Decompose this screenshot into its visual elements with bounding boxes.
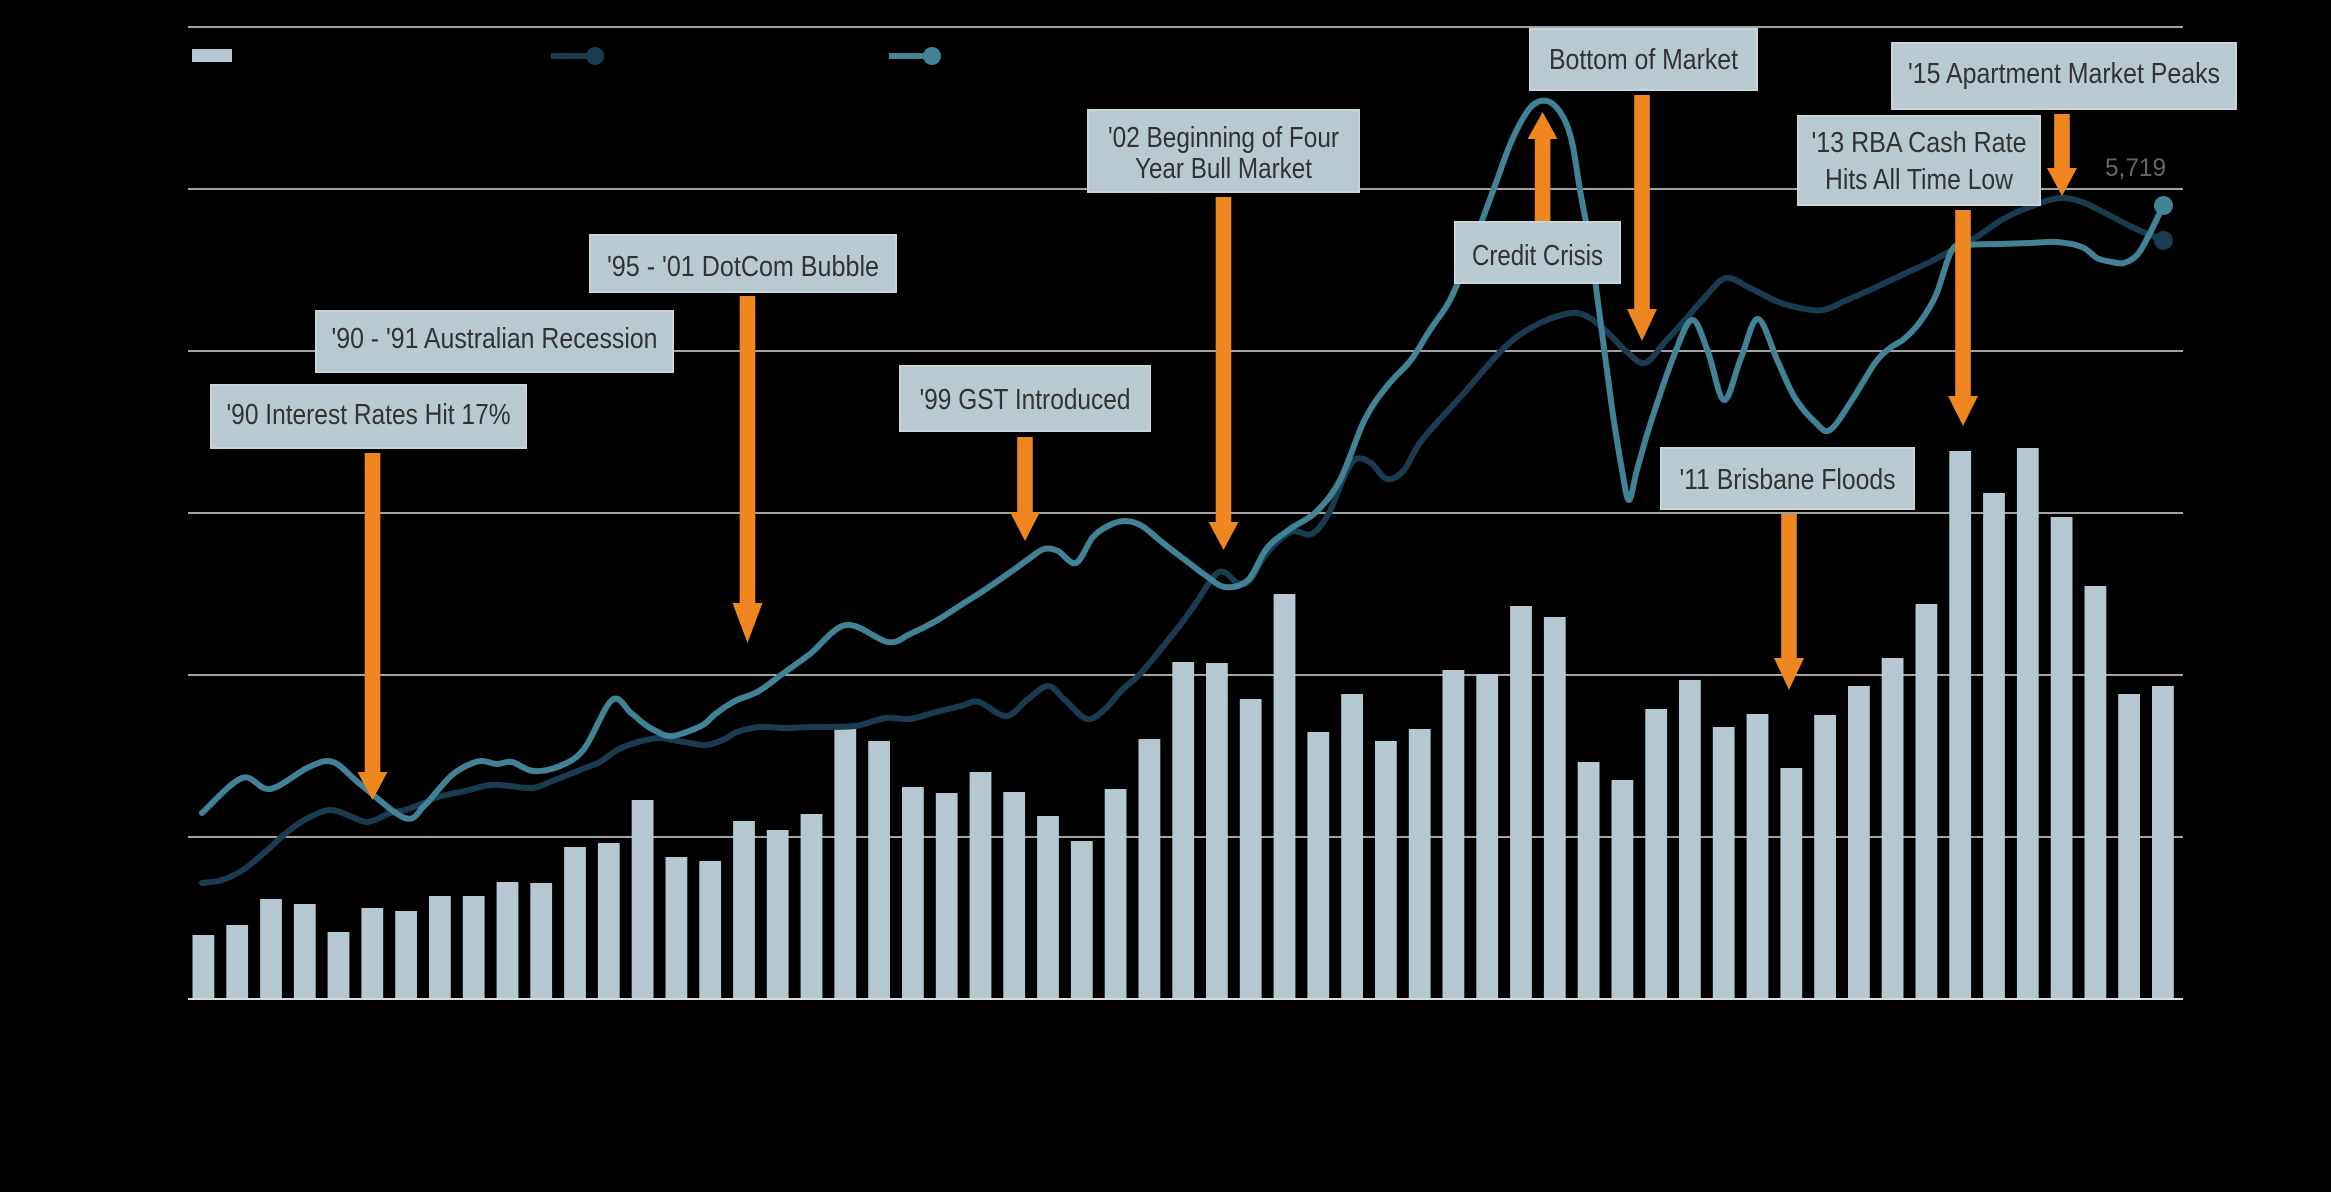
svg-text:'90 Interest Rates Hit 17%: '90 Interest Rates Hit 17% bbox=[227, 399, 511, 431]
svg-text:Credit Crisis: Credit Crisis bbox=[1472, 240, 1603, 272]
svg-text:'15 Apartment Market Peaks: '15 Apartment Market Peaks bbox=[1908, 58, 2220, 90]
svg-text:Year Bull Market: Year Bull Market bbox=[1135, 153, 1312, 185]
svg-text:Bottom of Market: Bottom of Market bbox=[1549, 44, 1738, 76]
svg-text:Hits All Time Low: Hits All Time Low bbox=[1825, 164, 2014, 196]
svg-text:'13 RBA Cash Rate: '13 RBA Cash Rate bbox=[1812, 127, 2027, 159]
svg-text:'99 GST Introduced: '99 GST Introduced bbox=[920, 384, 1131, 416]
svg-text:'11 Brisbane Floods: '11 Brisbane Floods bbox=[1680, 464, 1896, 496]
svg-text:'02 Beginning of Four: '02 Beginning of Four bbox=[1108, 122, 1339, 154]
svg-text:5,719: 5,719 bbox=[2105, 154, 2166, 182]
svg-text:'95 - '01 DotCom Bubble: '95 - '01 DotCom Bubble bbox=[607, 251, 879, 283]
svg-text:'90 - '91 Australian Recession: '90 - '91 Australian Recession bbox=[332, 323, 658, 355]
